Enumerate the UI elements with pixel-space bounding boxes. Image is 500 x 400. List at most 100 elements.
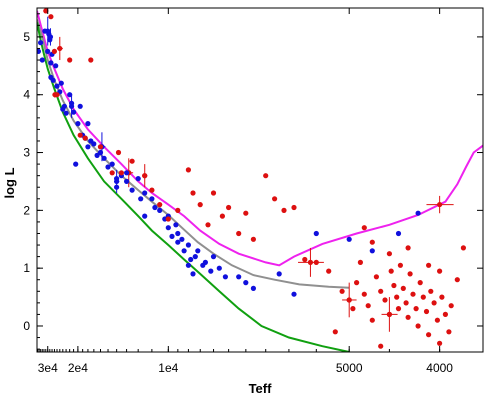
data-point-red (350, 306, 356, 312)
data-point-blue (97, 149, 104, 156)
data-point-red (426, 332, 432, 338)
data-point-red (391, 282, 397, 289)
data-point-blue (142, 213, 148, 219)
y-tick-label: 0 (23, 319, 30, 333)
data-point-blue (216, 265, 222, 271)
data-point-red (410, 291, 416, 297)
data-point-red (272, 196, 278, 202)
data-point-blue (369, 248, 375, 254)
data-point-red (426, 262, 432, 268)
data-point-blue (124, 170, 130, 176)
error-bar (57, 36, 63, 61)
data-point-red (354, 280, 360, 286)
data-point-blue (313, 230, 319, 237)
data-point-blue (195, 248, 201, 254)
data-point-red (369, 317, 375, 323)
y-tick-label: 2 (23, 203, 30, 217)
data-point-red (281, 207, 287, 213)
data-point-red (346, 297, 352, 303)
data-point-blue (276, 271, 282, 277)
data-point-blue (46, 31, 52, 37)
data-point-blue (67, 92, 73, 98)
data-point-red (361, 225, 367, 231)
data-point-red (219, 213, 225, 219)
data-point-blue (53, 63, 59, 69)
data-point-red (388, 268, 394, 274)
data-point-red (365, 303, 371, 309)
data-point-red (373, 274, 379, 280)
data-point-blue (188, 256, 194, 263)
data-point-red (437, 340, 443, 346)
data-point-blue (250, 285, 256, 291)
plot-area (37, 8, 483, 352)
data-point-red (417, 280, 423, 286)
data-point-red (413, 306, 419, 312)
data-point-red (454, 277, 460, 283)
data-point-blue (48, 60, 54, 66)
data-point-blue (50, 77, 56, 83)
data-point-red (313, 259, 319, 265)
data-point-red (431, 300, 437, 306)
data-point-blue (114, 184, 120, 190)
data-point-blue (77, 103, 83, 109)
data-point-red (291, 204, 297, 211)
data-point-blue (114, 176, 120, 182)
x-axis-label: Teff (249, 381, 273, 396)
data-point-red (405, 314, 411, 320)
data-point-red (434, 317, 440, 323)
data-point-red (415, 323, 421, 329)
curve-magenta-curve (37, 10, 483, 267)
data-point-red (175, 207, 181, 213)
data-point-red (446, 329, 452, 335)
error-bar-point (437, 201, 443, 208)
data-point-red (51, 48, 58, 55)
error-bar (298, 247, 324, 277)
data-point-blue (415, 210, 421, 216)
data-point-red (67, 57, 73, 63)
data-point-blue (105, 164, 111, 170)
data-point-red (157, 202, 163, 208)
x-tick-label: 3e4 (38, 361, 58, 375)
data-point-red (82, 135, 88, 141)
data-point-red (361, 291, 367, 297)
data-point-blue (54, 83, 60, 89)
data-point-blue (346, 236, 352, 242)
data-point-red (386, 311, 392, 317)
data-point-blue (135, 176, 141, 182)
data-point-blue (175, 239, 181, 245)
error-bar-point (57, 45, 63, 52)
data-point-red (420, 294, 426, 300)
data-point-blue (149, 196, 155, 202)
data-point-red (190, 190, 196, 196)
data-point-blue (75, 121, 81, 127)
data-point-red (386, 251, 392, 257)
data-point-blue (101, 155, 107, 161)
data-point-red (428, 288, 434, 294)
data-point-blue (190, 271, 196, 277)
data-point-blue (73, 161, 79, 167)
data-point-blue (42, 28, 48, 34)
data-point-blue (91, 141, 97, 147)
data-point-blue (94, 152, 100, 158)
x-tick-label: 1e4 (158, 361, 178, 375)
data-point-red (448, 303, 454, 309)
data-point-red (236, 230, 242, 237)
data-point-blue (85, 144, 91, 150)
data-point-blue (63, 110, 69, 116)
data-point-red (263, 173, 269, 179)
data-point-blue (37, 48, 41, 54)
data-point-red (205, 222, 211, 228)
data-point-blue (142, 190, 148, 196)
data-point-blue (129, 187, 135, 193)
plot-content (37, 8, 483, 352)
data-point-blue (38, 40, 44, 46)
y-tick-label: 4 (23, 88, 30, 102)
data-point-blue (39, 57, 45, 63)
x-tick-label: 2e4 (68, 361, 88, 375)
data-point-red (197, 202, 203, 208)
data-point-red (405, 245, 411, 251)
plot-frame (36, 7, 484, 353)
data-point-blue (181, 248, 187, 254)
data-point-red (185, 167, 191, 173)
